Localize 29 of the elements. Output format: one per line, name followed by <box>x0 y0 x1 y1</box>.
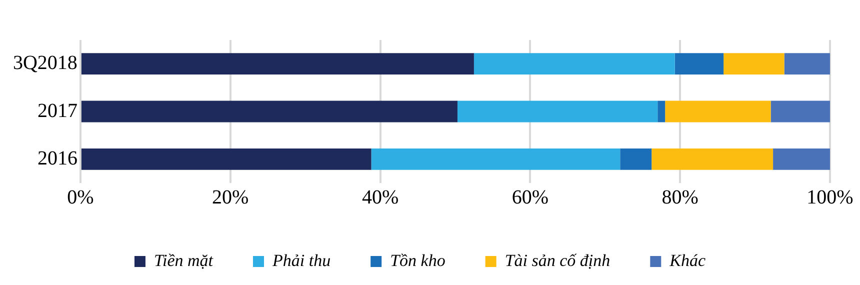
bar <box>674 53 724 75</box>
y-tick-label: 3Q2018 <box>12 52 78 74</box>
legend-label: Khác <box>668 250 706 270</box>
bar <box>658 100 666 122</box>
bar <box>665 100 771 122</box>
bar <box>784 53 830 75</box>
legend-label: Tiền mặt <box>154 250 214 270</box>
bar <box>81 53 474 75</box>
bar <box>652 148 774 170</box>
bar <box>81 100 458 122</box>
legend-label: Phải thu <box>272 250 331 270</box>
legend-label: Tồn kho <box>390 250 446 270</box>
bar <box>724 53 784 75</box>
x-tick-label: 60% <box>512 186 549 208</box>
x-tick-label: 40% <box>362 186 399 208</box>
legend-label: Tài sản cố định <box>504 250 610 270</box>
bar <box>474 53 675 75</box>
x-tick-label: 20% <box>212 186 249 208</box>
bar <box>773 148 830 170</box>
x-tick-label: 80% <box>662 186 698 208</box>
x-tick-label: 0% <box>67 186 94 208</box>
y-tick-label: 2016 <box>37 147 78 170</box>
y-tick-label: 2017 <box>37 100 78 122</box>
bar <box>371 148 620 170</box>
bar <box>770 100 830 122</box>
bar <box>457 100 658 122</box>
x-tick-label: 100% <box>806 186 854 208</box>
bar <box>620 148 652 170</box>
bar <box>81 148 372 170</box>
